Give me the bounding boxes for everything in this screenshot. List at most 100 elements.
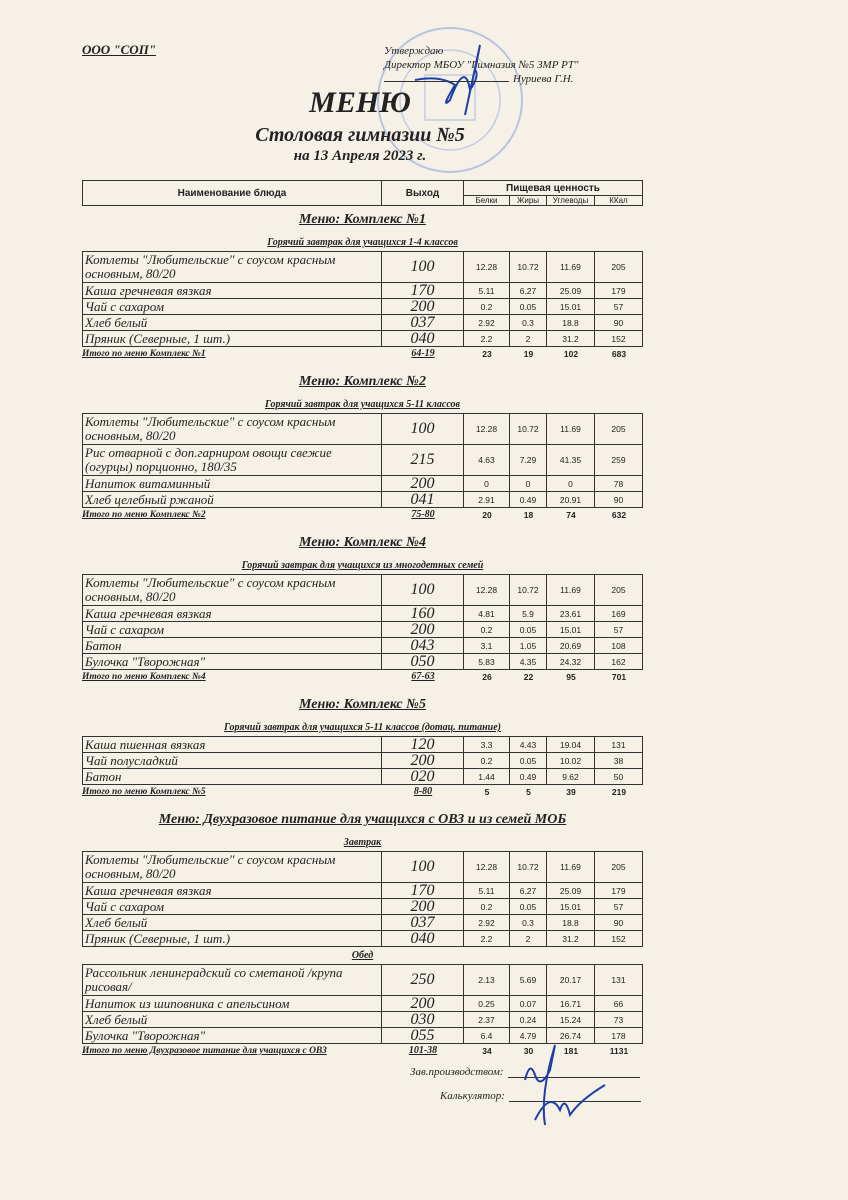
signatures-icon xyxy=(524,1044,606,1126)
dish-carbs: 16.71 xyxy=(546,995,595,1012)
dish-proteins: 2.13 xyxy=(463,964,510,996)
table-row: Хлеб целебный ржаной 041 2.91 0.49 20.91 90 xyxy=(82,491,643,508)
table-row: Каша гречневая вязкая 160 4.81 5.9 23.61 169 xyxy=(82,605,643,622)
dish-proteins: 2.2 xyxy=(463,930,510,947)
dish-kcal: 57 xyxy=(594,898,643,915)
table-row: Хлеб белый 037 2.92 0.3 18.8 90 xyxy=(82,914,643,931)
dish-kcal: 131 xyxy=(594,964,643,996)
dish-name: Булочка "Творожная" xyxy=(82,653,382,670)
dish-name: Котлеты "Любительские" с соусом красным … xyxy=(82,574,382,606)
dish-yield: 100 xyxy=(381,851,464,883)
approval-block: Утверждаю Директор МБОУ "Гимназия №5 ЗМР… xyxy=(384,44,579,86)
dish-fats: 0.05 xyxy=(509,298,547,315)
dish-kcal: 57 xyxy=(594,621,643,638)
table-row: Чай полусладкий 200 0.2 0.05 10.02 38 xyxy=(82,752,643,769)
total-fats: 18 xyxy=(523,510,534,520)
dish-fats: 10.72 xyxy=(509,574,547,606)
total-price: 67-63 xyxy=(411,671,435,682)
dish-yield: 170 xyxy=(381,882,464,899)
dish-yield: 215 xyxy=(381,444,464,476)
menu-section: Меню: Комплекс №1 Горячий завтрак для уча… xyxy=(82,211,643,361)
dish-proteins: 6.4 xyxy=(463,1027,510,1044)
dish-proteins: 12.28 xyxy=(463,574,510,606)
total-kcal: 1131 xyxy=(609,1046,629,1056)
total-kcal: 219 xyxy=(611,787,627,797)
dish-carbs: 41.35 xyxy=(546,444,595,476)
table-row: Пряник (Северные, 1 шт.) 040 2.2 2 31.2 152 xyxy=(82,330,643,347)
section-subtitle: Горячий завтрак для учащихся из многодет… xyxy=(241,560,484,571)
dish-yield: 037 xyxy=(381,314,464,331)
col-nutrition-header: Пищевая ценность xyxy=(463,180,643,196)
section-subtitle: Обед xyxy=(351,950,374,961)
total-kcal: 701 xyxy=(611,672,627,682)
approver-name: Нуриева Г.Н. xyxy=(513,73,574,85)
table-row: Чай с сахаром 200 0.2 0.05 15.01 57 xyxy=(82,621,643,638)
menu-table: Котлеты "Любительские" с соусом красным … xyxy=(82,251,643,347)
dish-kcal: 205 xyxy=(594,851,643,883)
dish-fats: 2 xyxy=(509,930,547,947)
table-row: Котлеты "Любительские" с соусом красным … xyxy=(82,413,643,445)
dish-carbs: 31.2 xyxy=(546,330,595,347)
total-label: Итого по меню Комплекс №1 xyxy=(82,349,206,359)
dish-proteins: 5.11 xyxy=(463,282,510,299)
approval-label: Утверждаю xyxy=(384,45,444,57)
total-price: 8-80 xyxy=(413,786,433,797)
dish-yield: 200 xyxy=(381,621,464,638)
dish-kcal: 179 xyxy=(594,282,643,299)
dish-yield: 170 xyxy=(381,282,464,299)
dish-proteins: 12.28 xyxy=(463,413,510,445)
total-proteins: 34 xyxy=(482,1046,492,1056)
total-price: 101-38 xyxy=(408,1045,438,1056)
organization-name: ООО "СОП" xyxy=(82,42,157,57)
dish-kcal: 205 xyxy=(594,413,643,445)
section-total: Итого по меню Двухразовое питание для уч… xyxy=(82,1044,643,1058)
total-kcal: 632 xyxy=(611,510,627,520)
dish-carbs: 10.02 xyxy=(546,752,595,769)
dish-carbs: 20.17 xyxy=(546,964,595,996)
total-fats: 19 xyxy=(523,349,534,359)
dish-name: Котлеты "Любительские" с соусом красным … xyxy=(82,251,382,283)
total-label: Итого по меню Комплекс №4 xyxy=(82,672,206,682)
dish-kcal: 152 xyxy=(594,930,643,947)
dish-yield: 200 xyxy=(381,898,464,915)
dish-fats: 7.29 xyxy=(509,444,547,476)
dish-proteins: 12.28 xyxy=(463,251,510,283)
table-row: Чай с сахаром 200 0.2 0.05 15.01 57 xyxy=(82,898,643,915)
dish-kcal: 152 xyxy=(594,330,643,347)
dish-fats: 1.05 xyxy=(509,637,547,654)
dish-fats: 10.72 xyxy=(509,851,547,883)
menu-table: Рассольник ленинградский со сметаной /кр… xyxy=(82,964,643,1044)
dish-name: Каша гречневая вязкая xyxy=(82,882,382,899)
dish-yield: 120 xyxy=(381,736,464,753)
dish-carbs: 31.2 xyxy=(546,930,595,947)
dish-carbs: 11.69 xyxy=(546,413,595,445)
dish-kcal: 50 xyxy=(594,768,643,785)
menu-section: Меню: Двухразовое питание для учащихся с… xyxy=(82,811,643,1058)
dish-yield: 037 xyxy=(381,914,464,931)
table-row: Пряник (Северные, 1 шт.) 040 2.2 2 31.2 152 xyxy=(82,930,643,947)
dish-name: Булочка "Творожная" xyxy=(82,1027,382,1044)
director-signature-icon xyxy=(414,44,481,116)
stamp-icon xyxy=(377,27,523,173)
dish-kcal: 131 xyxy=(594,736,643,753)
dish-yield: 200 xyxy=(381,475,464,492)
dish-carbs: 9.62 xyxy=(546,768,595,785)
col-carbs-header: Углеводы xyxy=(546,195,595,206)
dish-kcal: 78 xyxy=(594,475,643,492)
dish-yield: 041 xyxy=(381,491,464,508)
dish-yield: 050 xyxy=(381,653,464,670)
dish-fats: 2 xyxy=(509,330,547,347)
dish-kcal: 179 xyxy=(594,882,643,899)
dish-kcal: 259 xyxy=(594,444,643,476)
dish-proteins: 2.37 xyxy=(463,1011,510,1028)
signature-calculator: Калькулятор: xyxy=(440,1090,641,1102)
dish-fats: 6.27 xyxy=(509,282,547,299)
total-proteins: 26 xyxy=(482,672,492,682)
total-fats: 30 xyxy=(523,1046,534,1056)
total-carbs: 102 xyxy=(563,349,579,359)
dish-proteins: 3.3 xyxy=(463,736,510,753)
dish-name: Чай полусладкий xyxy=(82,752,382,769)
total-proteins: 23 xyxy=(482,349,492,359)
dish-proteins: 0.2 xyxy=(463,621,510,638)
dish-fats: 0.3 xyxy=(509,914,547,931)
